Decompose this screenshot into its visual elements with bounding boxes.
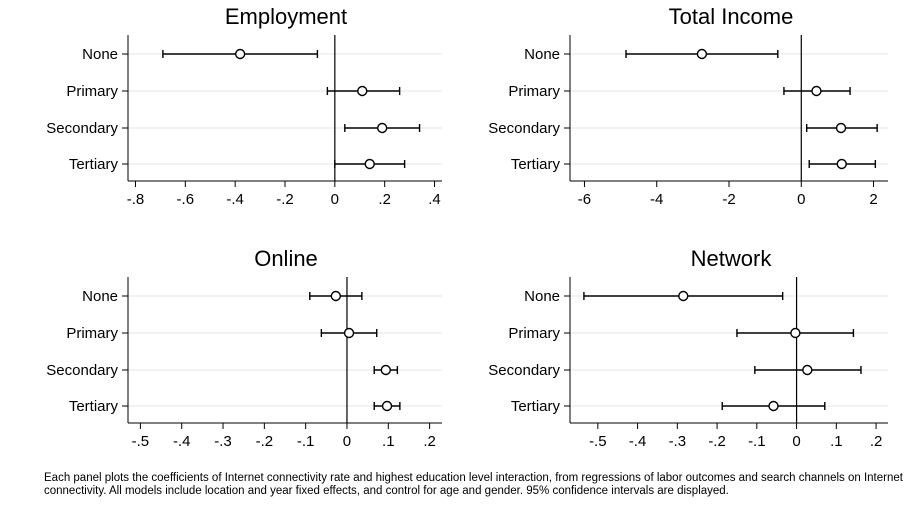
x-tick-label: .2 (378, 191, 391, 208)
point-estimate (678, 290, 689, 302)
category-label: None (524, 288, 560, 305)
x-tick-label: -.2 (256, 433, 274, 450)
point-estimate (234, 48, 246, 60)
point-estimate (343, 327, 355, 339)
x-tick-label: -.6 (177, 191, 195, 208)
point-estimate (696, 48, 708, 60)
category-label: Tertiary (69, 156, 119, 173)
category-label: Primary (66, 325, 118, 342)
category-label: Secondary (488, 120, 560, 137)
point-estimate (836, 158, 847, 170)
category-label: Secondary (488, 362, 560, 379)
x-tick-label: -.5 (132, 433, 150, 450)
x-tick-label: -4 (650, 191, 663, 208)
point-estimate (330, 290, 342, 302)
point-estimate (768, 400, 779, 412)
figure-note: Each panel plots the coefficients of Int… (44, 472, 903, 497)
point-estimate (811, 85, 822, 97)
x-tick-label: -2 (722, 191, 735, 208)
point-estimate (381, 400, 393, 412)
category-label: Primary (508, 325, 560, 342)
x-tick-label: -.8 (127, 191, 145, 208)
panel-title: Employment (225, 4, 347, 29)
x-tick-label: -6 (578, 191, 591, 208)
x-tick-label: -.3 (214, 433, 232, 450)
x-tick-label: -.5 (589, 433, 607, 450)
x-tick-label: -.2 (708, 433, 726, 450)
x-tick-label: -.3 (669, 433, 687, 450)
point-estimate (357, 85, 368, 97)
category-label: None (82, 288, 118, 305)
panel-total-income: Total Income None Primary Secondary Tertiary… (488, 4, 888, 208)
x-tick-label: 0 (792, 433, 800, 450)
x-tick-label: 0 (797, 191, 805, 208)
panel-employment: Employment None Primary Secondary Tertiary -.… (46, 4, 442, 208)
category-label: Secondary (46, 362, 118, 379)
x-tick-label: -.4 (226, 191, 244, 208)
x-tick-label: .2 (423, 433, 436, 450)
point-estimate (376, 122, 388, 134)
panel-title: Total Income (669, 4, 794, 29)
category-label: None (524, 46, 560, 63)
point-estimate (790, 327, 801, 339)
x-tick-label: .1 (382, 433, 395, 450)
x-tick-label: -.2 (276, 191, 294, 208)
x-tick-label: -.4 (173, 433, 191, 450)
x-tick-label: .2 (870, 433, 883, 450)
panel-title: Network (691, 246, 773, 271)
point-estimate (802, 364, 813, 376)
point-estimate (835, 122, 847, 134)
x-tick-label: .1 (830, 433, 843, 450)
category-label: Tertiary (511, 156, 561, 173)
x-tick-label: -.1 (297, 433, 315, 450)
panel-title: Online (254, 246, 318, 271)
category-label: Primary (66, 83, 118, 100)
x-tick-label: 0 (331, 191, 339, 208)
point-estimate (364, 158, 375, 170)
x-tick-label: -.1 (748, 433, 766, 450)
panel-network: Network None Primary Secondary Tertiary -.5 -.… (488, 246, 888, 450)
category-label: None (82, 46, 118, 63)
x-tick-label: -.4 (629, 433, 647, 450)
category-label: Tertiary (69, 398, 119, 415)
x-tick-label: 0 (343, 433, 351, 450)
x-tick-label: 2 (869, 191, 877, 208)
category-label: Secondary (46, 120, 118, 137)
x-tick-label: .4 (428, 191, 441, 208)
point-estimate (380, 364, 392, 376)
category-label: Tertiary (511, 398, 561, 415)
panel-online: Online None Primary Secondary Tertiary -.5 -.4… (46, 246, 442, 450)
category-label: Primary (508, 83, 560, 100)
